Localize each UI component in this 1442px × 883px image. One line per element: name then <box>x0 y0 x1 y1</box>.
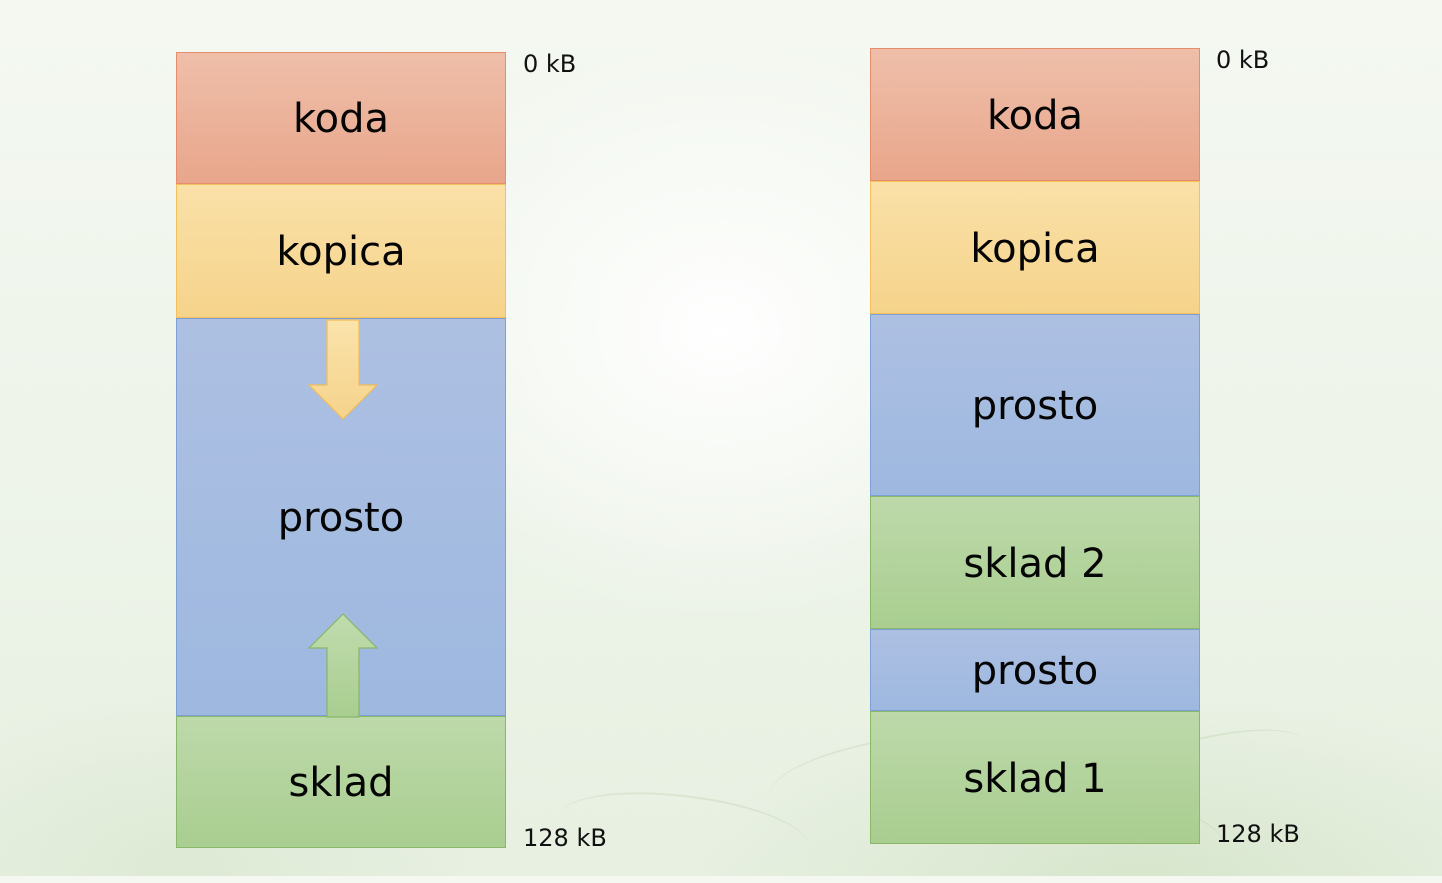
right-free-label-lower: prosto <box>971 648 1099 694</box>
right-free-label-upper: prosto <box>971 383 1099 429</box>
right-stack-2-label: sklad 2 <box>963 540 1107 587</box>
left-bottom-address: 128 kB <box>523 824 607 852</box>
left-stack-segment: sklad <box>176 716 506 848</box>
right-top-address: 0 kB <box>1216 46 1270 74</box>
right-free-segment-upper: prosto <box>870 314 1200 496</box>
right-heap-segment: kopica <box>870 181 1200 314</box>
right-memory-layout: koda kopica prosto sklad 2 prosto sklad … <box>870 48 1200 844</box>
left-code-label: koda <box>292 96 390 142</box>
left-code-segment: koda <box>176 52 506 184</box>
left-top-address: 0 kB <box>523 50 577 78</box>
right-free-segment-lower: prosto <box>870 629 1200 711</box>
up-arrow-icon <box>307 613 379 718</box>
right-stack-2-segment: sklad 2 <box>870 496 1200 629</box>
left-memory-layout: koda kopica prosto sklad <box>176 52 506 848</box>
left-heap-label: kopica <box>276 229 406 275</box>
left-stack-label: sklad <box>288 760 394 806</box>
right-stack-1-label: sklad 1 <box>963 755 1107 802</box>
right-code-label: koda <box>986 92 1084 139</box>
right-heap-label: kopica <box>970 225 1100 272</box>
left-heap-segment: kopica <box>176 184 506 318</box>
right-code-segment: koda <box>870 48 1200 181</box>
down-arrow-icon <box>307 319 379 420</box>
right-bottom-address: 128 kB <box>1216 820 1300 848</box>
right-stack-1-segment: sklad 1 <box>870 711 1200 844</box>
left-free-label: prosto <box>277 495 405 541</box>
